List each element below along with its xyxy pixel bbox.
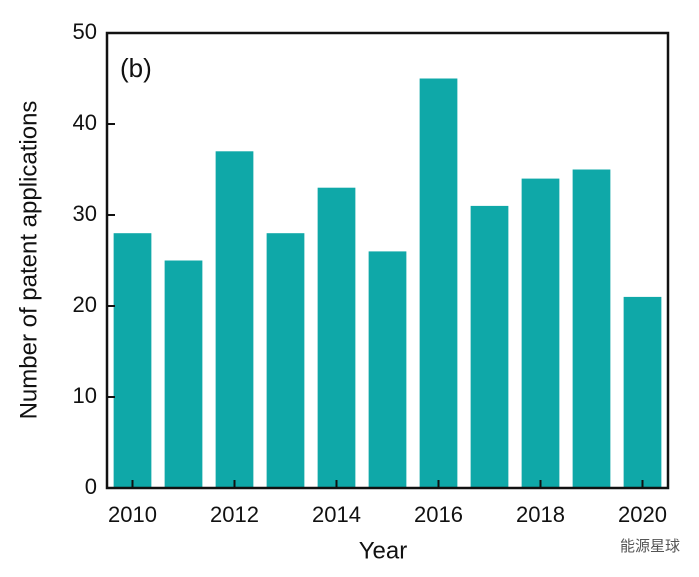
x-tick-label: 2020 — [618, 502, 667, 527]
bar — [215, 151, 254, 489]
bar — [113, 233, 152, 488]
y-axis-label: Number of patent applications — [15, 101, 42, 420]
y-tick-label: 50 — [73, 19, 97, 44]
x-tick-label: 2018 — [516, 502, 565, 527]
x-tick-label: 2012 — [210, 502, 259, 527]
watermark: 能源星球 — [620, 538, 680, 555]
bar — [470, 205, 509, 488]
bar — [623, 296, 662, 488]
bar — [164, 260, 203, 488]
bar — [419, 78, 458, 488]
y-tick-label: 30 — [73, 201, 97, 226]
y-tick-label: 20 — [73, 292, 97, 317]
bar — [266, 233, 305, 488]
panel-label: (b) — [120, 53, 152, 83]
bar — [521, 178, 560, 488]
bar — [368, 251, 407, 488]
x-tick-label: 2016 — [414, 502, 463, 527]
y-tick-label: 10 — [73, 383, 97, 408]
bar — [572, 169, 611, 488]
x-axis-label: Year — [359, 537, 408, 564]
y-tick-label: 0 — [85, 474, 97, 499]
plot-frame — [105, 31, 670, 490]
y-tick-label: 40 — [73, 110, 97, 135]
x-tick-label: 2014 — [312, 502, 361, 527]
x-tick-label: 2010 — [108, 502, 157, 527]
bar — [317, 187, 356, 488]
